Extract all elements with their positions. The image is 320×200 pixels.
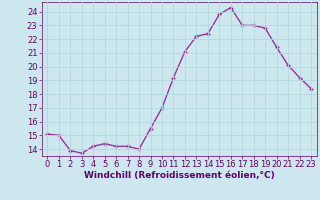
X-axis label: Windchill (Refroidissement éolien,°C): Windchill (Refroidissement éolien,°C) xyxy=(84,171,275,180)
